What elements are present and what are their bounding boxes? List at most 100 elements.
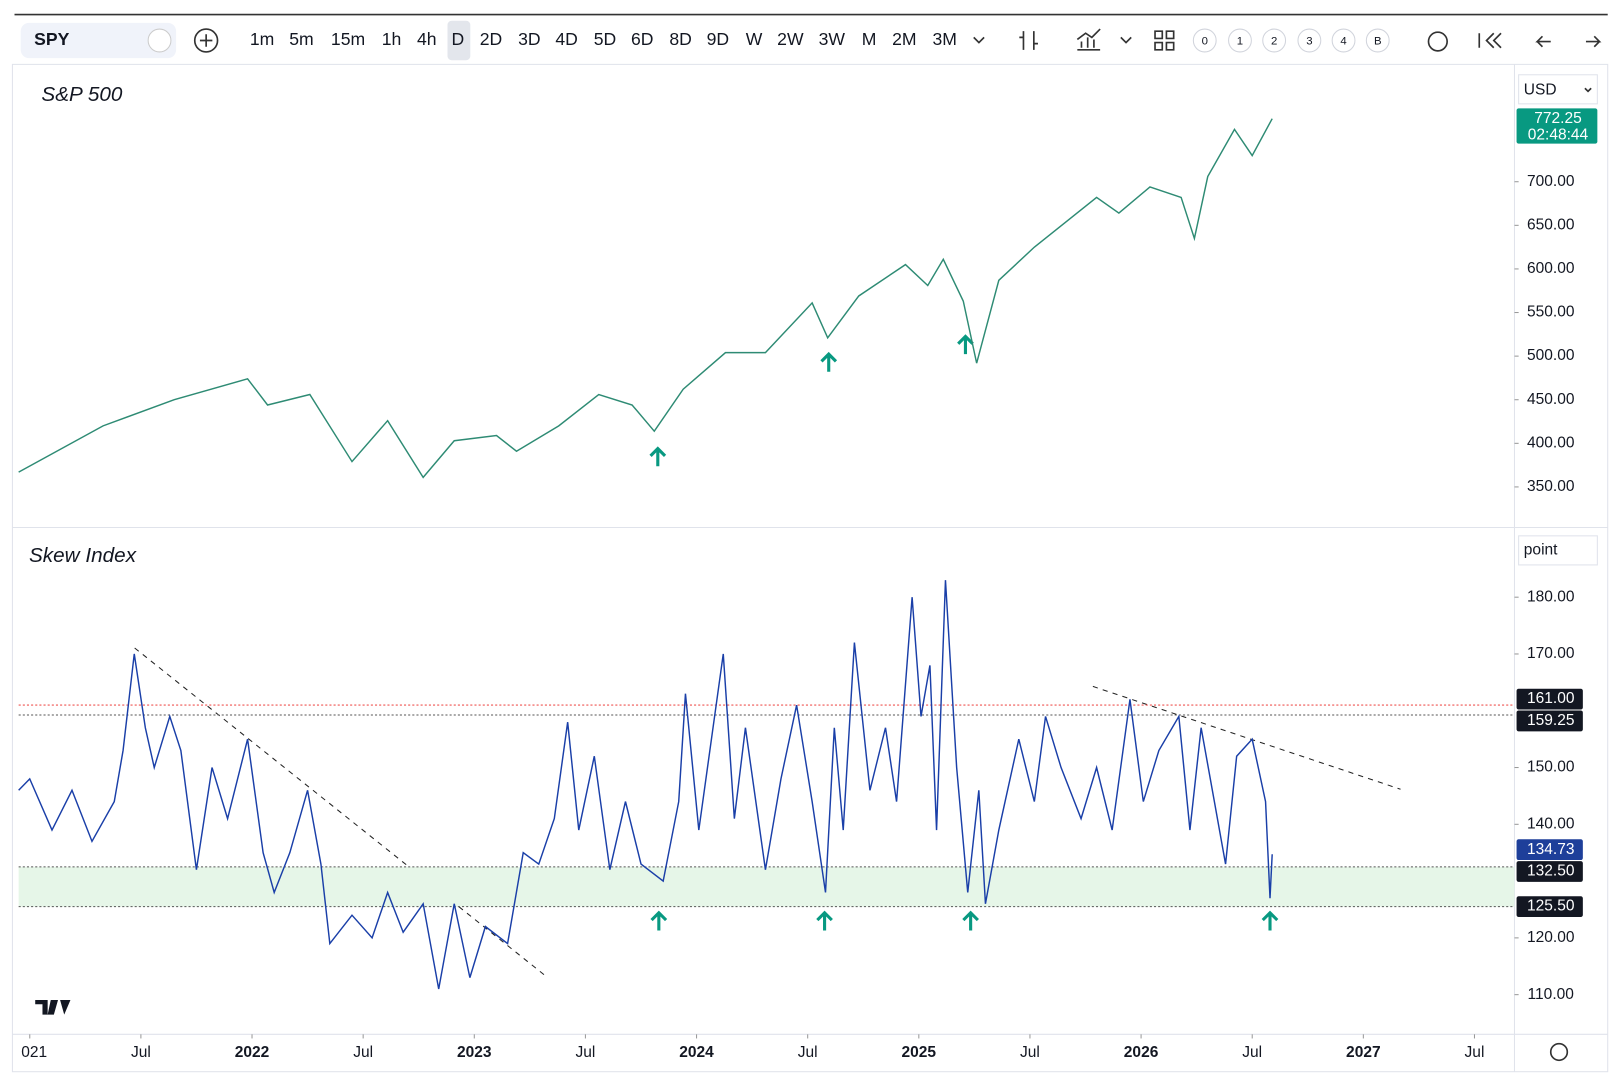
y-tick-label: 550.00: [1527, 304, 1575, 321]
interval[interactable]: 5m: [289, 29, 313, 49]
support-band: [18, 866, 1515, 907]
currency-box[interactable]: [1518, 74, 1598, 105]
layout-label: 2: [1271, 36, 1277, 48]
signal-arrows: [649, 334, 1279, 931]
layout-label: 1: [1237, 36, 1243, 48]
y-tick-label: 120.00: [1527, 929, 1575, 946]
interval[interactable]: 8D: [669, 29, 692, 49]
x-tick-label: 2024: [679, 1044, 714, 1061]
undo[interactable]: [1535, 35, 1551, 48]
interval-menu[interactable]: [973, 36, 985, 44]
alarm-icon[interactable]: [1427, 31, 1448, 52]
up-arrow: [1261, 910, 1279, 931]
bar-style[interactable]: [1019, 31, 1038, 50]
indicators[interactable]: [1076, 28, 1101, 51]
interval[interactable]: 3M: [933, 29, 957, 49]
layout-label: B: [1374, 36, 1382, 48]
x-tick-label: Jul: [1465, 1044, 1485, 1061]
interval[interactable]: D: [452, 29, 465, 49]
currency-menu: [1584, 87, 1592, 93]
pane-title: S&P 500: [41, 83, 122, 106]
price-tag-label: 134.73: [1527, 841, 1575, 858]
symbol-box[interactable]: [20, 22, 177, 59]
up-arrow: [650, 910, 668, 931]
settings-icon[interactable]: [1549, 1042, 1569, 1062]
up-arrow: [962, 910, 979, 931]
x-tick-label: 021: [21, 1044, 47, 1061]
interval[interactable]: 1h: [382, 29, 402, 49]
chart-frame: [11, 63, 1609, 1073]
interval-active: [447, 20, 471, 61]
x-tick-label: 2027: [1346, 1044, 1381, 1061]
unit-box[interactable]: [1518, 535, 1598, 566]
layout-button[interactable]: [1331, 28, 1356, 53]
trend-line: [134, 647, 547, 977]
interval[interactable]: M: [862, 29, 877, 49]
y-tick-label: 140.00: [1527, 815, 1575, 832]
up-arrow: [957, 334, 974, 355]
price-tag-label: 159.25: [1527, 712, 1575, 729]
unit: point: [1524, 541, 1558, 558]
price-tag: [1516, 108, 1598, 144]
interval[interactable]: 3W: [819, 29, 846, 49]
interval[interactable]: 2D: [480, 29, 503, 49]
y-tick-label: 650.00: [1527, 216, 1575, 233]
up-arrow: [649, 446, 667, 467]
interval[interactable]: 2M: [892, 29, 916, 49]
up-arrow: [820, 351, 838, 372]
x-tick-label: 2022: [235, 1044, 270, 1061]
y-tick-label: 500.00: [1527, 347, 1575, 364]
layout-label: 3: [1306, 36, 1312, 48]
layout-button[interactable]: [1192, 28, 1217, 53]
layout-button[interactable]: [1365, 28, 1390, 53]
price-tag-time: 02:48:44: [1528, 126, 1589, 143]
alert-icon[interactable]: [147, 28, 172, 53]
price-tag: [1516, 710, 1583, 732]
price-tag-label: 161.00: [1527, 690, 1575, 707]
x-tick-label: Jul: [1242, 1044, 1262, 1061]
layout-label: 4: [1340, 36, 1346, 48]
y-tick-label: 150.00: [1527, 759, 1575, 776]
y-tick-label: 350.00: [1527, 478, 1575, 495]
x-tick-label: 2023: [457, 1044, 492, 1061]
y-tick-label: 700.00: [1527, 173, 1575, 190]
price-tag: [1516, 688, 1583, 710]
layout-button[interactable]: [1262, 28, 1287, 53]
x-tick-label: 2026: [1124, 1044, 1159, 1061]
x-tick-label: Jul: [131, 1044, 151, 1061]
price-tag: [1516, 839, 1583, 861]
interval[interactable]: 2W: [777, 29, 804, 49]
y-tick-label: 600.00: [1527, 260, 1575, 277]
layout-icon[interactable]: [1154, 30, 1175, 51]
interval[interactable]: 3D: [518, 29, 541, 49]
interval[interactable]: 6D: [631, 29, 654, 49]
price-tag-label: 772.25: [1534, 110, 1582, 127]
interval[interactable]: 15m: [331, 29, 365, 49]
price-tag-label: 132.50: [1527, 863, 1575, 880]
redo[interactable]: [1585, 35, 1602, 48]
layout-label: 0: [1202, 36, 1208, 48]
layout-button[interactable]: [1228, 28, 1252, 53]
interval[interactable]: 5D: [594, 29, 617, 49]
currency: USD: [1524, 81, 1557, 98]
series-line: [18, 580, 1273, 990]
interval[interactable]: 4h: [417, 29, 437, 49]
up-arrow: [816, 910, 833, 931]
logo: [35, 1000, 71, 1015]
interval[interactable]: W: [746, 29, 763, 49]
pane-title: Skew Index: [29, 544, 137, 567]
price-tag-label: 125.50: [1527, 898, 1575, 915]
interval[interactable]: 9D: [707, 29, 730, 49]
x-tick-label: 2025: [902, 1044, 937, 1061]
layout-button[interactable]: [1297, 28, 1322, 53]
symbol[interactable]: SPY: [34, 29, 69, 49]
replay[interactable]: [1478, 32, 1502, 49]
y-tick-label: 450.00: [1527, 391, 1575, 408]
add-symbol[interactable]: [193, 28, 219, 53]
series-line: [18, 118, 1273, 479]
x-tick-label: Jul: [575, 1044, 595, 1061]
interval[interactable]: 1m: [250, 29, 274, 49]
interval[interactable]: 4D: [555, 29, 578, 49]
indicators-menu[interactable]: [1120, 36, 1132, 44]
